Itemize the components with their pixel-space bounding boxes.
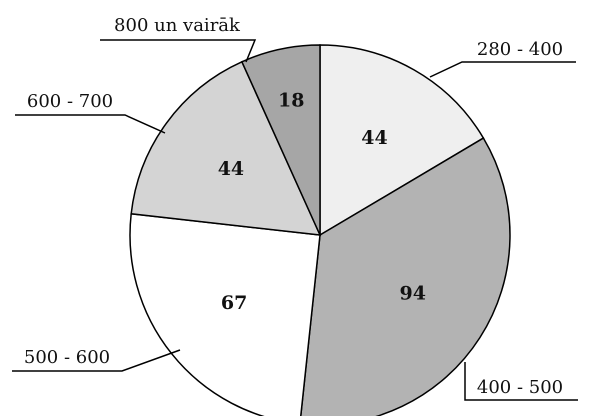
leader-line [464,362,578,401]
leader-line [429,61,576,78]
leader-line [100,39,257,63]
category-label: 280 - 400 [477,39,563,60]
category-label: 800 un vairāk [114,15,241,36]
value-label: 44 [361,127,387,149]
pie-slice [300,137,511,416]
value-label: 67 [221,292,247,314]
pie-slice [130,60,322,236]
value-label: 18 [278,89,304,111]
leader-line [15,114,166,134]
category-label: 400 - 500 [477,377,563,398]
category-label: 500 - 600 [24,347,110,368]
value-label: 94 [400,283,426,305]
pie-slice [319,44,485,237]
pie-slice [240,44,321,236]
value-label: 44 [218,158,244,180]
pie-slice [129,212,321,416]
category-label: 600 - 700 [27,91,113,112]
leader-line [12,349,181,372]
